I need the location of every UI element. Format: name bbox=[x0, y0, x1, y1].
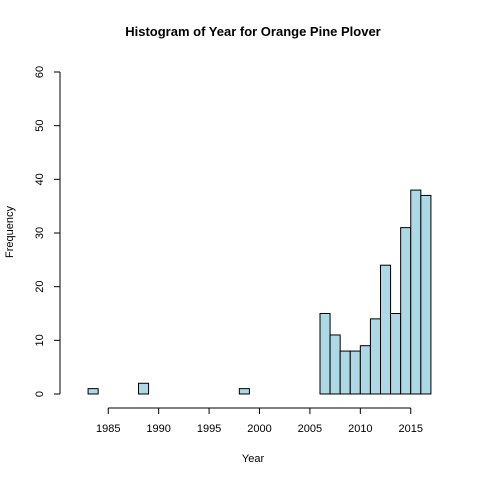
x-tick-label: 2015 bbox=[399, 423, 423, 435]
histogram-bar bbox=[329, 334, 341, 395]
y-axis: 0 10 20 30 40 50 60 bbox=[34, 66, 61, 397]
histogram-bar bbox=[238, 388, 250, 395]
bars-group bbox=[87, 189, 432, 395]
histogram-bar bbox=[410, 189, 422, 395]
histogram-bar bbox=[400, 227, 412, 395]
x-tick-label: 2010 bbox=[348, 423, 372, 435]
histogram-bar bbox=[380, 264, 392, 395]
histogram-bar bbox=[420, 194, 432, 395]
histogram-bar bbox=[359, 345, 371, 395]
x-tick-label: 2000 bbox=[247, 423, 271, 435]
y-tick-label: 30 bbox=[34, 227, 46, 239]
histogram-bar bbox=[319, 313, 331, 395]
y-tick-label: 0 bbox=[34, 391, 46, 397]
x-tick-label: 1985 bbox=[96, 423, 120, 435]
y-axis-label: Frequency bbox=[4, 206, 16, 258]
histogram-bar bbox=[87, 388, 99, 395]
histogram-bar bbox=[349, 350, 361, 395]
histogram-bar bbox=[390, 313, 402, 395]
y-tick-label: 50 bbox=[34, 120, 46, 132]
histogram-bar bbox=[369, 318, 381, 395]
x-tick-label: 2005 bbox=[298, 423, 322, 435]
x-tick-label: 1990 bbox=[146, 423, 170, 435]
histogram-bar bbox=[138, 382, 150, 395]
x-tick-label: 1995 bbox=[197, 423, 221, 435]
x-axis-label: Year bbox=[242, 453, 265, 465]
y-tick-label: 20 bbox=[34, 281, 46, 293]
chart-title: Histogram of Year for Orange Pine Plover bbox=[125, 24, 381, 39]
histogram-bar bbox=[339, 350, 351, 395]
y-tick-label: 60 bbox=[34, 66, 46, 78]
y-tick-label: 10 bbox=[34, 334, 46, 346]
y-tick-label: 40 bbox=[34, 173, 46, 185]
x-axis: 1985 1990 1995 2000 2005 2010 2015 bbox=[96, 407, 423, 435]
